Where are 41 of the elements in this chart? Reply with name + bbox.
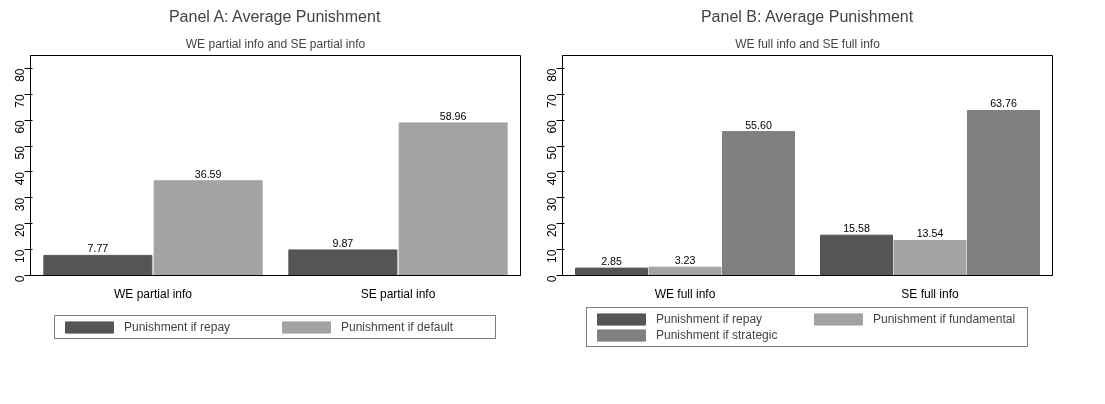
y-tick-label: 50 (13, 145, 27, 160)
chart-title: Panel A: Average Punishment (168, 7, 381, 25)
y-tick-label: 20 (545, 223, 559, 238)
legend-label: Punishment if strategic (656, 328, 779, 342)
data-label: 58.96 (439, 109, 467, 122)
chart-title: Panel B: Average Punishment (700, 7, 914, 25)
y-tick-label: 40 (13, 171, 27, 186)
data-label: 55.60 (745, 118, 772, 131)
y-tick-label: 50 (545, 145, 559, 160)
x-tick-label: SE partial info (360, 286, 436, 301)
x-tick-label: SE full info (901, 286, 960, 301)
data-label: 3.23 (674, 254, 696, 267)
legend-label: Punishment if fundamental (873, 312, 1017, 326)
data-label: 13.54 (916, 227, 944, 240)
y-tick-label: 30 (13, 197, 27, 212)
y-tick-label: 20 (13, 223, 27, 238)
x-tick-label: WE partial info (113, 286, 193, 301)
y-tick-label: 80 (13, 68, 27, 82)
data-label: 36.59 (194, 167, 222, 180)
data-label: 7.77 (87, 242, 109, 255)
y-tick-label: 60 (13, 119, 27, 134)
y-tick-label: 0 (545, 275, 559, 283)
y-tick-label: 10 (545, 249, 559, 263)
data-label: 2.85 (601, 255, 622, 268)
data-label: 63.76 (990, 97, 1017, 110)
y-tick-label: 80 (545, 68, 559, 82)
chart-subtitle: WE partial info and SE partial info (185, 36, 366, 51)
data-label: 9.87 (332, 236, 354, 249)
legend-label: Punishment if repay (656, 312, 764, 326)
x-tick-label: WE full info (654, 286, 716, 301)
y-tick-label: 70 (545, 94, 559, 108)
y-tick-label: 30 (545, 197, 559, 212)
data-label: 15.58 (843, 222, 870, 235)
y-tick-label: 70 (13, 94, 27, 108)
y-tick-label: 40 (545, 171, 559, 186)
legend-label: Punishment if default (341, 320, 455, 334)
y-tick-label: 10 (13, 249, 27, 263)
y-tick-label: 0 (13, 275, 27, 283)
y-tick-label: 60 (545, 119, 559, 134)
legend-label: Punishment if repay (124, 320, 232, 334)
chart-subtitle: WE full info and SE full info (735, 36, 881, 51)
